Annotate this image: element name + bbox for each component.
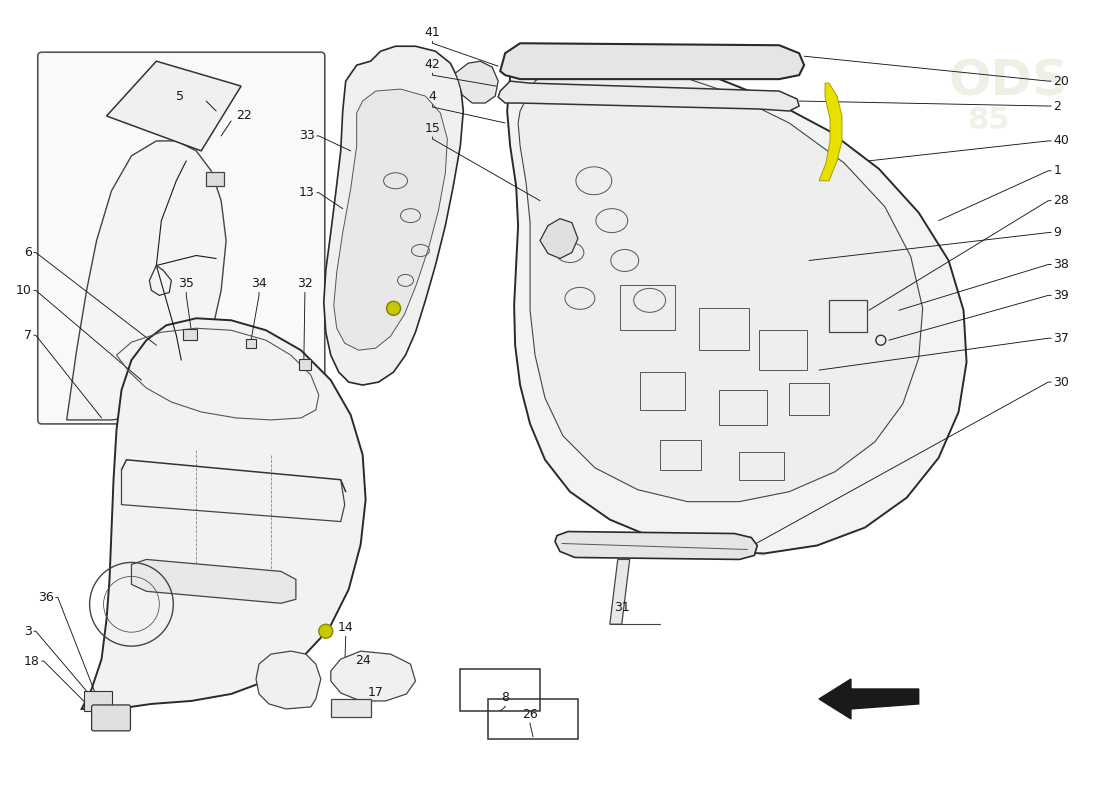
Text: a passion for: a passion for (580, 421, 739, 498)
Text: Maserati: Maserati (624, 486, 776, 564)
Text: 37: 37 (1053, 332, 1069, 345)
Circle shape (319, 624, 333, 638)
Text: 39: 39 (1053, 289, 1069, 302)
Text: 10: 10 (15, 284, 32, 297)
Text: 14: 14 (338, 621, 353, 634)
Text: 35: 35 (178, 278, 195, 290)
Text: 34: 34 (251, 278, 267, 290)
Text: 22: 22 (236, 110, 252, 122)
Text: 20: 20 (1053, 74, 1069, 88)
Polygon shape (518, 59, 923, 502)
FancyBboxPatch shape (91, 705, 131, 731)
Text: 17: 17 (367, 686, 384, 699)
Text: 1: 1 (1053, 164, 1062, 178)
FancyBboxPatch shape (37, 52, 324, 424)
Text: 7: 7 (24, 329, 32, 342)
Polygon shape (455, 61, 498, 103)
Bar (488, 699, 578, 739)
Circle shape (386, 302, 400, 315)
Polygon shape (256, 651, 321, 709)
Text: 18: 18 (24, 654, 40, 667)
Bar (84, 691, 111, 711)
Text: 33: 33 (299, 130, 315, 142)
Bar (299, 359, 311, 370)
Text: 9: 9 (1053, 226, 1062, 239)
Text: 24: 24 (355, 654, 371, 667)
Polygon shape (107, 61, 241, 151)
Bar (759, 330, 807, 370)
Text: 32: 32 (297, 278, 312, 290)
Text: 28: 28 (1053, 194, 1069, 207)
Text: 8: 8 (502, 691, 509, 704)
Polygon shape (81, 318, 365, 709)
Bar (331, 699, 371, 717)
Text: 6: 6 (24, 246, 32, 259)
Text: 30: 30 (1053, 375, 1069, 389)
Polygon shape (556, 531, 757, 559)
Polygon shape (609, 559, 629, 624)
Polygon shape (540, 218, 578, 258)
Text: 38: 38 (1053, 258, 1069, 271)
Text: 41: 41 (425, 26, 440, 39)
Polygon shape (323, 46, 463, 385)
Polygon shape (498, 81, 799, 111)
Bar (700, 308, 749, 350)
Bar (789, 383, 829, 415)
Text: 42: 42 (425, 58, 440, 71)
Bar (640, 372, 684, 410)
Polygon shape (507, 50, 967, 554)
Text: 5: 5 (176, 90, 185, 102)
Bar (246, 339, 256, 348)
Polygon shape (820, 83, 842, 181)
Bar (619, 286, 674, 330)
Text: 13: 13 (299, 186, 315, 199)
Text: 36: 36 (39, 591, 54, 604)
Polygon shape (132, 559, 296, 603)
Bar (739, 452, 784, 480)
Polygon shape (67, 141, 227, 420)
Text: ODS: ODS (948, 57, 1068, 105)
Text: 3: 3 (24, 625, 32, 638)
Bar (460, 669, 540, 711)
Bar (829, 300, 867, 332)
Polygon shape (820, 679, 918, 719)
Polygon shape (333, 89, 448, 350)
Text: 15: 15 (425, 122, 440, 135)
Text: 26: 26 (522, 708, 538, 721)
Polygon shape (331, 651, 416, 701)
Text: 85: 85 (967, 106, 1010, 135)
Bar (719, 390, 767, 425)
Text: 31: 31 (614, 602, 629, 614)
Bar (206, 172, 224, 186)
Polygon shape (500, 43, 804, 79)
Bar (660, 440, 702, 470)
Bar (184, 330, 197, 340)
Text: 40: 40 (1053, 134, 1069, 147)
Text: 2: 2 (1053, 99, 1062, 113)
Text: 4: 4 (429, 90, 437, 103)
